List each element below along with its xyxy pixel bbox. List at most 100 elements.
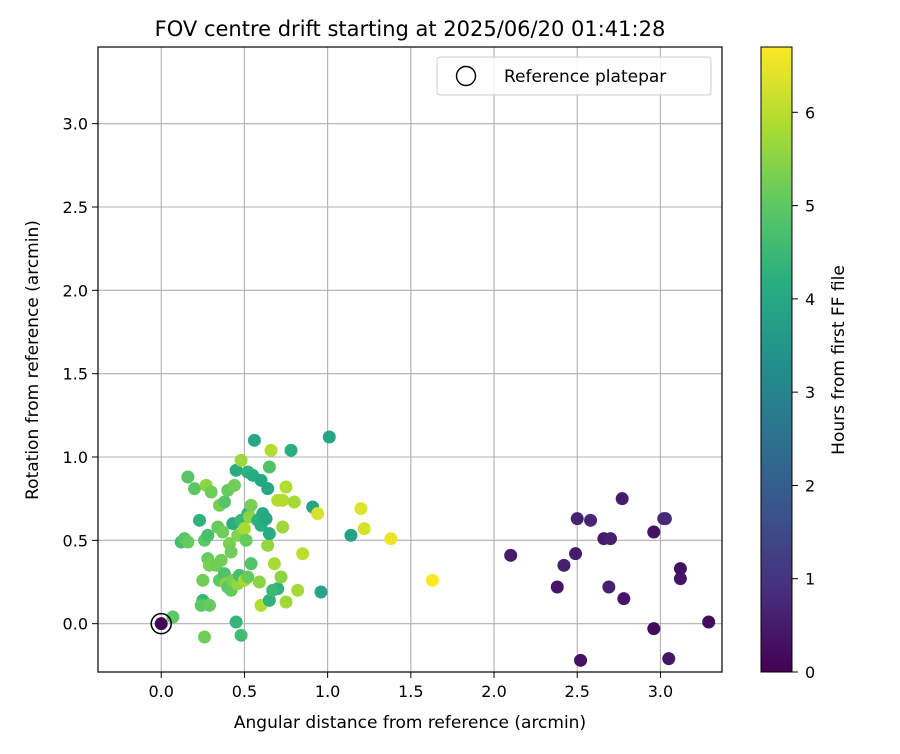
data-point: [196, 573, 210, 587]
data-point: [193, 513, 207, 527]
data-point: [569, 547, 583, 561]
x-tick-label: 1.0: [315, 682, 340, 701]
data-point: [279, 595, 293, 609]
data-point: [227, 478, 241, 492]
grid-lines: [98, 47, 722, 672]
data-point: [550, 580, 564, 594]
data-point: [262, 527, 276, 541]
data-point: [702, 615, 716, 629]
y-tick-label: 1.0: [63, 448, 88, 467]
colorbar: 0 1 2 3 4 5 6 Hours from first FF file: [760, 46, 849, 682]
data-point: [197, 630, 211, 644]
colorbar-tick-label: 5: [805, 197, 815, 216]
data-point: [166, 610, 180, 624]
data-point: [264, 443, 278, 457]
data-point: [204, 485, 218, 499]
data-point: [234, 628, 248, 642]
data-point: [234, 453, 248, 467]
data-point: [154, 617, 168, 631]
data-points: [154, 430, 716, 667]
data-point: [266, 583, 280, 597]
data-point: [217, 495, 231, 509]
legend-marker-icon: [455, 65, 477, 87]
y-tick-label: 0.5: [63, 531, 88, 550]
data-point: [504, 548, 518, 562]
legend-box: [436, 56, 712, 96]
data-point: [229, 463, 243, 477]
data-point: [617, 592, 631, 606]
data-point: [584, 513, 598, 527]
data-point: [296, 547, 310, 561]
y-tick-label: 0.0: [63, 615, 88, 634]
data-point: [202, 598, 216, 612]
reference-marker: [150, 612, 172, 635]
data-point: [647, 525, 661, 539]
data-point: [214, 553, 228, 567]
reference-platepar-marker: [150, 612, 172, 635]
data-point: [261, 482, 275, 496]
data-point: [662, 652, 676, 666]
data-point: [276, 520, 290, 534]
colorbar-label: Hours from first FF file: [829, 265, 849, 455]
legend: Reference platepar: [436, 56, 712, 96]
data-point: [673, 572, 687, 586]
data-point: [284, 443, 298, 457]
data-point: [557, 558, 571, 572]
x-axis-ticks: 0.0 0.5 1.0 1.5 2.0 2.5 3.0: [149, 672, 673, 701]
colorbar-tick-label: 4: [805, 290, 815, 309]
x-tick-label: 3.0: [648, 682, 673, 701]
data-point: [570, 512, 584, 526]
data-point: [237, 522, 251, 536]
data-point: [287, 495, 301, 509]
y-axis-label: Rotation from reference (arcmin): [23, 220, 43, 500]
data-point: [357, 522, 371, 536]
data-point: [322, 430, 336, 444]
y-axis-ticks: 0.0 0.5 1.0 1.5 2.0 2.5 3.0: [63, 115, 98, 634]
data-point: [224, 545, 238, 559]
data-point: [239, 533, 253, 547]
data-point: [384, 532, 398, 546]
colorbar-tick-label: 1: [805, 570, 815, 589]
data-point: [229, 615, 243, 629]
data-point: [244, 557, 258, 571]
chart-title: FOV centre drift starting at 2025/06/20 …: [155, 17, 666, 41]
data-point: [602, 580, 616, 594]
data-point: [241, 570, 255, 584]
data-point: [314, 585, 328, 599]
legend-label: Reference platepar: [504, 67, 666, 87]
plot-frame: [97, 46, 723, 673]
data-point: [311, 507, 325, 521]
data-point: [262, 593, 276, 607]
x-tick-label: 2.0: [481, 682, 506, 701]
x-tick-label: 0.0: [149, 682, 174, 701]
data-point: [181, 470, 195, 484]
data-point: [252, 575, 266, 589]
data-point: [425, 573, 439, 587]
x-tick-label: 2.5: [565, 682, 590, 701]
x-axis-label: Angular distance from reference (arcmin): [234, 713, 586, 733]
data-point: [181, 535, 195, 549]
colorbar-tick-label: 0: [805, 663, 815, 682]
data-point: [267, 557, 281, 571]
data-point: [259, 512, 273, 526]
data-point: [291, 583, 305, 597]
data-point: [604, 532, 618, 546]
data-point: [261, 538, 275, 552]
data-point: [247, 433, 261, 447]
colorbar-tick-label: 6: [805, 103, 815, 122]
data-point: [262, 460, 276, 474]
data-point: [673, 562, 687, 576]
data-point: [276, 493, 290, 507]
data-point: [279, 480, 293, 494]
y-tick-label: 2.0: [63, 281, 88, 300]
data-point: [658, 512, 672, 526]
data-point: [354, 502, 368, 516]
data-point: [201, 528, 215, 542]
x-tick-label: 1.5: [398, 682, 423, 701]
colorbar-ticks: 0 1 2 3 4 5 6: [792, 103, 815, 682]
colorbar-tick-label: 3: [805, 383, 815, 402]
data-point: [216, 525, 230, 539]
data-point: [188, 482, 202, 496]
data-point: [574, 653, 588, 667]
colorbar-gradient: [760, 46, 793, 673]
